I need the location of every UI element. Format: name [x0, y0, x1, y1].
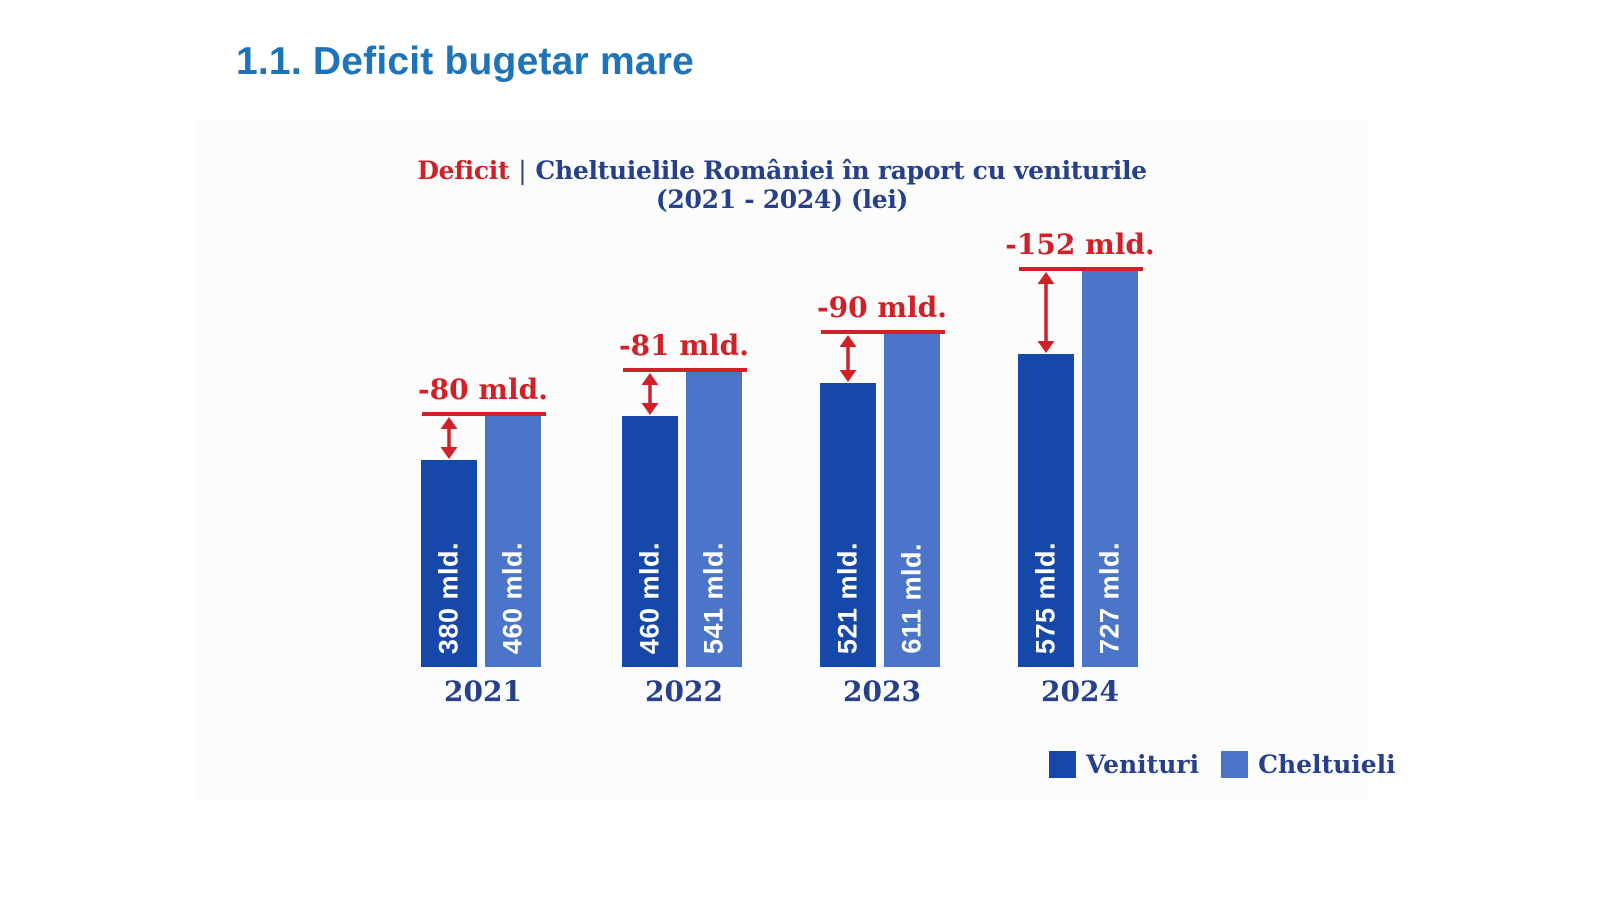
- chart-title: Deficit | Cheltuielile României în raport …: [196, 156, 1368, 214]
- bar-venituri-2021: 380 mld.: [421, 460, 477, 667]
- bar-cheltuieli-2021: 460 mld.: [485, 416, 541, 667]
- deficit-arrow-icon-2021: [440, 417, 458, 459]
- deficit-line-2023: [821, 330, 945, 334]
- chart-title-deficit-word: Deficit: [417, 156, 510, 185]
- chart-title-separator: |: [518, 156, 527, 185]
- bar-value-label: 380 mld.: [433, 541, 464, 654]
- cheltuieli-legend-label: Cheltuieli: [1258, 750, 1396, 779]
- x-axis-label-2024: 2024: [1041, 675, 1119, 708]
- bar-value-label: 521 mld.: [832, 541, 863, 654]
- deficit-arrow-icon-2024: [1037, 272, 1055, 353]
- chart-title-main: Cheltuielile României în raport cu venit…: [535, 156, 1147, 185]
- deficit-line-2021: [422, 412, 546, 416]
- bar-value-label: 541 mld.: [698, 541, 729, 654]
- bar-venituri-2024: 575 mld.: [1018, 354, 1074, 667]
- deficit-arrow-icon-2022: [641, 373, 659, 415]
- chart-subtitle: (2021 - 2024) (lei): [655, 185, 909, 214]
- bar-value-label: 727 mld.: [1094, 541, 1125, 654]
- bar-value-label: 575 mld.: [1030, 541, 1061, 654]
- deficit-arrow-icon-2023: [839, 335, 857, 382]
- bar-venituri-2022: 460 mld.: [622, 416, 678, 667]
- venituri-legend-label: Venituri: [1086, 750, 1200, 779]
- bar-venituri-2023: 521 mld.: [820, 383, 876, 667]
- venituri-legend-swatch: [1049, 751, 1076, 778]
- x-axis-label-2023: 2023: [843, 675, 921, 708]
- deficit-annotation-2022: -81 mld.: [619, 329, 749, 362]
- bar-value-label: 611 mld.: [896, 543, 927, 654]
- bar-cheltuieli-2022: 541 mld.: [686, 372, 742, 667]
- cheltuieli-legend-swatch: [1221, 751, 1249, 778]
- deficit-line-2024: [1019, 267, 1143, 271]
- x-axis-label-2021: 2021: [444, 675, 522, 708]
- bar-chart: 380 mld. 460 mld. -80 mld. 2021 460 mld. 541 …: [196, 120, 1368, 800]
- deficit-annotation-2024: -152 mld.: [1005, 228, 1155, 261]
- bar-value-label: 460 mld.: [634, 541, 665, 654]
- deficit-annotation-2021: -80 mld.: [418, 373, 548, 406]
- bar-cheltuieli-2023: 611 mld.: [884, 334, 940, 667]
- deficit-line-2022: [623, 368, 747, 372]
- chart-legend: Venituri Cheltuieli: [1049, 750, 1396, 779]
- bar-value-label: 460 mld.: [497, 541, 528, 654]
- deficit-annotation-2023: -90 mld.: [817, 291, 947, 324]
- page-title: 1.1. Deficit bugetar mare: [236, 40, 694, 83]
- x-axis-label-2022: 2022: [645, 675, 723, 708]
- bar-cheltuieli-2024: 727 mld.: [1082, 271, 1138, 667]
- chart-panel: Deficit | Cheltuielile României în raport …: [196, 120, 1396, 800]
